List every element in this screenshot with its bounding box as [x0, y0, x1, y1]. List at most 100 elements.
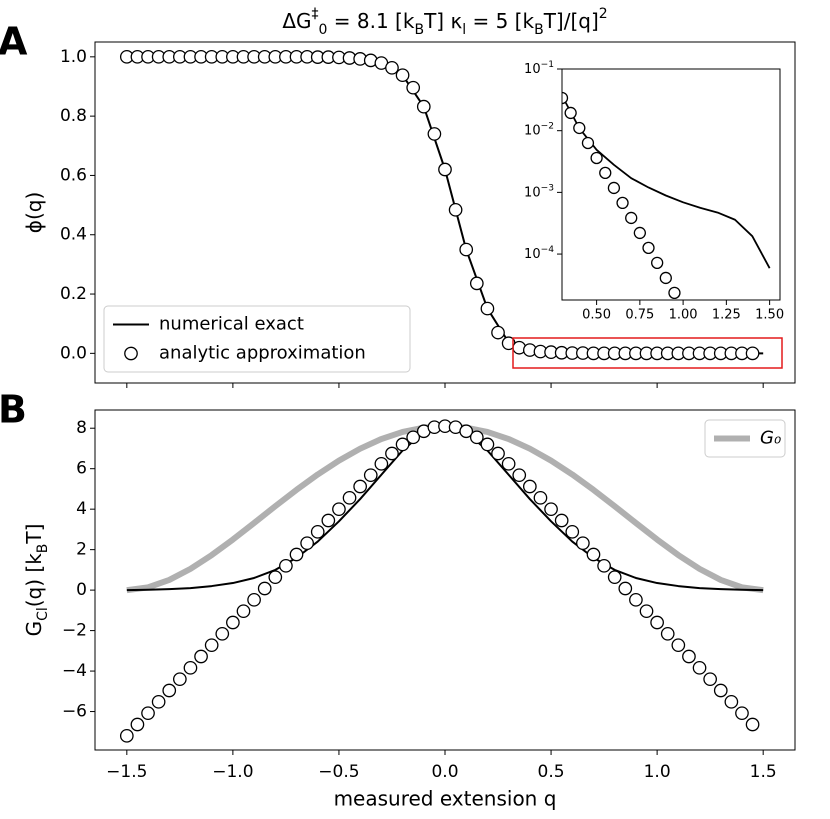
- tick-exponent: −2: [541, 121, 554, 131]
- marker: [342, 490, 357, 505]
- marker: [564, 106, 577, 120]
- marker: [268, 570, 283, 585]
- marker: [363, 468, 378, 483]
- marker: [682, 649, 696, 664]
- marker: [650, 615, 664, 630]
- y-tick-label: 6: [76, 459, 87, 479]
- text-part: l: [462, 22, 466, 38]
- marker: [554, 513, 569, 528]
- marker: [745, 717, 760, 732]
- marker: [406, 80, 421, 95]
- y-tick-label: 0.8: [60, 106, 87, 126]
- series-group: [119, 419, 764, 743]
- y-axis-label: GCl(q) [kBT]: [22, 524, 52, 637]
- marker: [576, 536, 590, 551]
- marker: [618, 581, 633, 596]
- marker: [279, 558, 293, 573]
- tick-exponent: −1: [541, 60, 554, 70]
- marker: [533, 490, 548, 505]
- marker: [183, 660, 198, 675]
- marker: [491, 325, 505, 340]
- marker: [573, 121, 586, 135]
- marker: [642, 241, 655, 255]
- legend-label: analytic approximation: [159, 343, 366, 364]
- marker: [625, 211, 638, 225]
- text-part: = 8.1 [k: [327, 9, 414, 33]
- text-part: ‡: [312, 6, 319, 22]
- marker: [586, 547, 601, 562]
- marker: [353, 479, 368, 494]
- y-tick-label: −2: [62, 621, 87, 641]
- text-part: 2: [599, 6, 608, 22]
- x-tick-label: 0.75: [625, 308, 654, 323]
- marker: [651, 256, 664, 270]
- zoom-region: [512, 337, 783, 369]
- axes-frame: [94, 409, 796, 751]
- marker: [194, 649, 208, 664]
- x-tick-label: −1.5: [106, 762, 147, 782]
- marker: [522, 479, 537, 494]
- text-part: T]/[q]: [543, 9, 599, 33]
- marker: [257, 581, 272, 596]
- marker: [385, 60, 399, 75]
- legend-label: numerical exact: [159, 314, 304, 335]
- marker: [172, 672, 187, 687]
- text-part: Cl: [35, 607, 51, 621]
- y-tick-label: 0.6: [60, 165, 87, 185]
- x-tick-label: 1.0: [644, 762, 671, 782]
- y-tick-label: 0: [76, 580, 87, 600]
- x-tick-label: −1.0: [212, 762, 253, 782]
- marker: [581, 136, 595, 150]
- axes: −1.5 −1.0 −0.5 0.0 0.5 1.0 1.5 −6 −4 −2 0 2 4 6 8 G₀: [62, 409, 796, 782]
- marker: [599, 166, 612, 180]
- marker: [735, 706, 749, 721]
- marker: [671, 638, 686, 653]
- marker: [607, 570, 622, 585]
- text-part: B: [35, 544, 51, 554]
- tick-base: 10: [524, 185, 541, 200]
- marker: [289, 547, 304, 562]
- marker: [236, 604, 251, 619]
- y-tick-label: −4: [62, 661, 87, 681]
- text-part: G: [22, 621, 46, 637]
- marker: [130, 717, 145, 732]
- marker: [310, 524, 325, 539]
- text-part: T] κ: [423, 9, 462, 33]
- marker: [438, 162, 452, 177]
- text-part: ϕ(q): [22, 192, 46, 234]
- series-group: [119, 49, 764, 361]
- x-tick-label: 1.25: [712, 308, 741, 323]
- marker: [300, 536, 314, 551]
- y-tick-label: 10−2: [524, 121, 554, 138]
- marker: [321, 513, 336, 528]
- x-tick-label: 1.5: [750, 762, 777, 782]
- text-part: ΔG: [282, 9, 311, 33]
- y-tick-label: 0.4: [60, 225, 87, 245]
- marker: [629, 592, 643, 607]
- y-tick-label: 2: [76, 540, 87, 560]
- x-tick-label: 1.50: [755, 308, 784, 323]
- y-tick-label: 0.2: [60, 284, 87, 304]
- x-tick-label: 1.00: [669, 308, 698, 323]
- axes-frame: [94, 41, 796, 384]
- marker: [590, 151, 603, 165]
- legend-marker: [124, 346, 138, 361]
- panel-label: A: [0, 20, 28, 64]
- plot-area: [95, 410, 795, 750]
- legend-box: [103, 305, 411, 373]
- marker: [724, 694, 739, 709]
- tick-exponent: −3: [541, 183, 555, 193]
- tick-base: 10: [524, 62, 541, 77]
- text-part: 0: [319, 22, 328, 38]
- marker: [215, 626, 230, 641]
- marker: [544, 502, 558, 517]
- text-part: (q) [k: [22, 553, 46, 607]
- tick-exponent: −4: [541, 245, 555, 255]
- marker: [374, 456, 389, 471]
- text-part: B: [414, 22, 424, 38]
- x-tick-label: 0.50: [582, 308, 611, 323]
- chart-title: ΔG‡0 = 8.1 [kBT] κl = 5 [kBT]/[q]2: [282, 6, 607, 38]
- legend: numerical exact analytic approximation: [103, 305, 411, 373]
- text-part: B: [534, 22, 544, 38]
